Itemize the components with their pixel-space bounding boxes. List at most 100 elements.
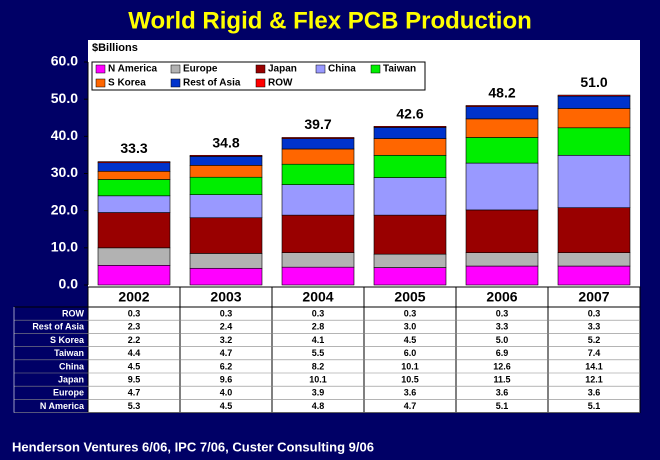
bar-segment — [97, 161, 171, 164]
bar-segment — [97, 162, 171, 172]
bar-segment — [281, 148, 355, 165]
legend-swatch — [95, 78, 106, 88]
y-tick-label: 60.0 — [51, 53, 78, 69]
bar-segment — [557, 154, 631, 208]
legend-label: Europe — [183, 64, 218, 75]
table-row-label: China — [59, 361, 85, 371]
legend-swatch — [255, 64, 266, 74]
table-cell: 4.5 — [220, 401, 233, 411]
bar-segment — [373, 138, 447, 156]
bar-segment — [97, 179, 171, 197]
table-cell: 5.5 — [312, 348, 325, 358]
table-cell: 8.2 — [312, 361, 325, 371]
legend-label: China — [328, 64, 356, 75]
x-tick-label: 2004 — [302, 289, 333, 305]
bar-segment — [189, 194, 263, 219]
table-cell: 10.5 — [401, 374, 419, 384]
bar-segment — [189, 217, 263, 254]
bar-segment — [281, 137, 355, 139]
legend-label: N America — [108, 64, 158, 75]
bar-segment — [557, 265, 631, 286]
legend-swatch — [315, 64, 326, 74]
bar-segment — [189, 156, 263, 166]
total-label: 39.7 — [304, 116, 331, 132]
total-label: 42.6 — [396, 105, 423, 121]
table-cell: 6.9 — [496, 348, 509, 358]
legend-label: S Korea — [108, 78, 146, 89]
y-tick-label: 40.0 — [51, 127, 78, 143]
total-label: 33.3 — [120, 140, 147, 156]
y-tick-label: 50.0 — [51, 90, 78, 106]
bar-segment — [189, 176, 263, 195]
table-cell: 3.6 — [588, 388, 601, 398]
table-row-label: Taiwan — [54, 348, 84, 358]
bar-segment — [97, 195, 171, 213]
bar-segment — [557, 94, 631, 97]
bar-segment — [373, 214, 447, 255]
table-cell: 2.4 — [220, 322, 233, 332]
table-cell: 2.2 — [128, 335, 141, 345]
legend-swatch — [170, 78, 181, 88]
table-cell: 0.3 — [220, 308, 233, 318]
bar-segment — [189, 253, 263, 269]
bar-segment — [465, 209, 539, 253]
bar-segment — [97, 265, 171, 286]
bar-segment — [465, 118, 539, 138]
table-cell: 5.2 — [588, 335, 601, 345]
table-cell: 0.3 — [312, 308, 325, 318]
table-cell: 6.2 — [220, 361, 233, 371]
legend-label: Taiwan — [383, 64, 416, 75]
table-cell: 4.4 — [128, 348, 141, 358]
table-row-label: ROW — [62, 308, 85, 318]
bar-segment — [97, 212, 171, 249]
y-tick-label: 0.0 — [59, 276, 79, 292]
legend-swatch — [95, 64, 106, 74]
bar-segment — [97, 170, 171, 180]
table-row-label: Rest of Asia — [32, 322, 85, 332]
bar-segment — [557, 207, 631, 253]
bar-segment — [373, 154, 447, 178]
table-cell: 7.4 — [588, 348, 601, 358]
table-row-label: Japan — [58, 374, 84, 384]
bar-segment — [557, 127, 631, 156]
table-cell: 5.1 — [496, 401, 509, 411]
y-tick-label: 10.0 — [51, 239, 78, 255]
table-cell: 14.1 — [585, 361, 603, 371]
bar-segment — [373, 125, 447, 128]
table-cell: 0.3 — [588, 308, 601, 318]
table-cell: 5.1 — [588, 401, 601, 411]
x-tick-label: 2003 — [210, 289, 241, 305]
table-cell: 3.6 — [404, 388, 417, 398]
table-cell: 2.8 — [312, 322, 325, 332]
table-cell: 12.6 — [493, 361, 511, 371]
y-tick-label: 30.0 — [51, 164, 78, 180]
table-cell: 4.7 — [128, 388, 141, 398]
bar-segment — [373, 127, 447, 139]
table-cell: 5.3 — [128, 401, 141, 411]
table-row-label: S Korea — [50, 335, 85, 345]
table-cell: 3.0 — [404, 322, 417, 332]
x-tick-label: 2007 — [578, 289, 609, 305]
table-cell: 3.3 — [588, 322, 601, 332]
table-cell: 0.3 — [128, 308, 141, 318]
table-cell: 12.1 — [585, 374, 603, 384]
legend-swatch — [170, 64, 181, 74]
table-cell: 4.7 — [220, 348, 233, 358]
bar-segment — [281, 163, 355, 185]
table-cell: 11.5 — [493, 374, 510, 384]
total-label: 34.8 — [212, 134, 239, 150]
bar-segment — [465, 106, 539, 120]
legend-label: ROW — [268, 78, 293, 89]
y-tick-label: 20.0 — [51, 201, 78, 217]
bar-segment — [557, 252, 631, 267]
bar-segment — [281, 266, 355, 286]
table-cell: 9.6 — [220, 374, 233, 384]
legend-swatch — [370, 64, 381, 74]
bar-segment — [465, 252, 539, 267]
y-axis-label: $Billions — [92, 42, 138, 54]
bar-segment — [557, 108, 631, 129]
total-label: 51.0 — [580, 74, 607, 90]
legend-label: Japan — [268, 64, 297, 75]
table-cell: 2.3 — [128, 322, 141, 332]
x-tick-label: 2005 — [394, 289, 425, 305]
